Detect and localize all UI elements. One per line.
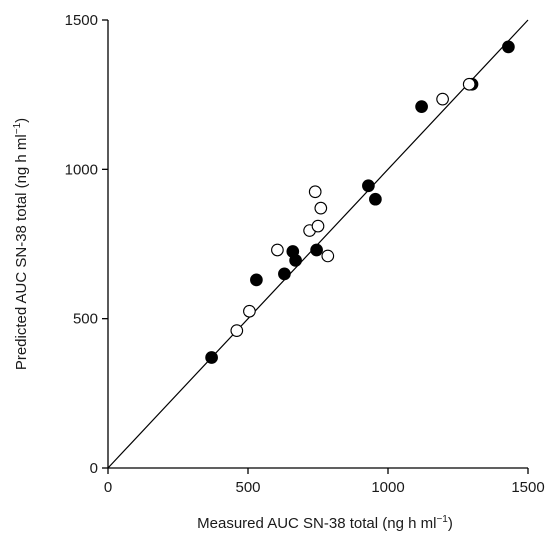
y-axis-ticks: 0 500 1000 1500 xyxy=(65,12,108,477)
open-data-point xyxy=(243,304,256,318)
open-data-point xyxy=(311,219,325,233)
data-points xyxy=(205,40,515,364)
filled-data-point xyxy=(369,192,382,206)
filled-data-point xyxy=(289,254,302,267)
filled-data-point xyxy=(310,243,323,257)
x-tick-label: 0 xyxy=(104,479,112,496)
open-data-point xyxy=(314,201,328,215)
y-axis-title: Predicted AUC SN-38 total (ng h ml−1) xyxy=(12,118,30,370)
x-axis-title: Measured AUC SN-38 total (ng h ml−1) xyxy=(197,514,453,532)
open-data-point xyxy=(308,185,322,199)
x-tick-label: 1000 xyxy=(371,479,404,496)
filled-data-point xyxy=(278,267,291,281)
open-data-point xyxy=(321,249,335,263)
open-data-point xyxy=(436,92,449,106)
y-tick-label: 1000 xyxy=(65,161,98,178)
filled-data-point xyxy=(362,179,375,193)
y-tick-label: 500 xyxy=(73,311,98,328)
open-data-point xyxy=(462,77,476,91)
x-tick-label: 1500 xyxy=(511,479,544,496)
filled-data-point xyxy=(250,273,263,287)
axes xyxy=(107,20,528,469)
filled-data-point xyxy=(502,40,515,54)
y-tick-label: 1500 xyxy=(65,12,98,29)
x-axis-ticks: 0 500 1000 1500 xyxy=(104,468,545,496)
open-data-point xyxy=(230,324,244,337)
filled-data-point xyxy=(415,100,428,113)
filled-data-point xyxy=(205,351,218,364)
x-tick-label: 500 xyxy=(235,479,260,496)
y-tick-label: 0 xyxy=(90,460,98,477)
open-data-point xyxy=(271,243,284,257)
